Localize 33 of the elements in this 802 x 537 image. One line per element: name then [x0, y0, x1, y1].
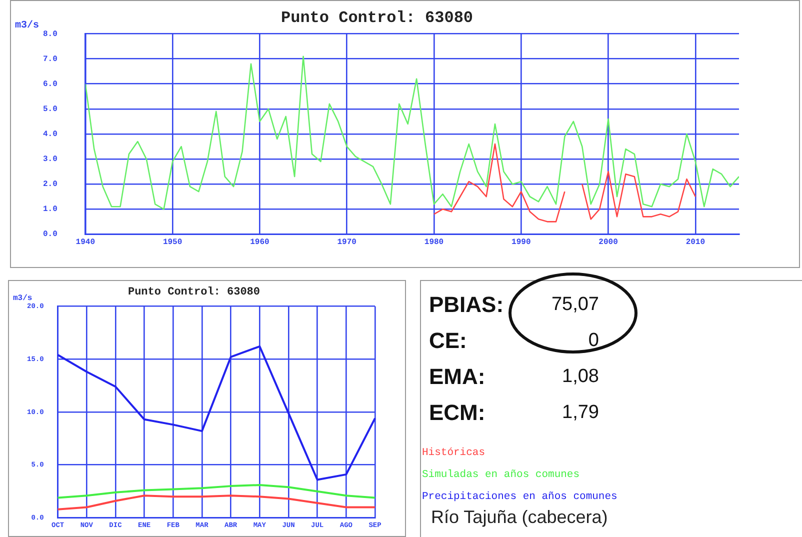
- text: ECM:: [429, 400, 486, 426]
- x-tick-label: 1940: [76, 238, 96, 248]
- text: Precipitaciones en años comunes: [422, 490, 618, 505]
- y-tick-label: 8.0: [42, 30, 58, 39]
- y-tick-label: 1.0: [42, 205, 58, 214]
- text: Históricas: [422, 446, 486, 461]
- y-tick-label: 3.0: [42, 155, 58, 164]
- x-tick-label: 1980: [424, 238, 444, 248]
- y-tick-label: 2.0: [42, 180, 58, 190]
- text: CE:: [429, 328, 468, 354]
- y-tick-label: 4.0: [42, 130, 58, 140]
- x-tick-label: 1970: [337, 238, 357, 248]
- text: EMA:: [429, 364, 486, 390]
- x-tick-label: 1950: [162, 238, 182, 248]
- y-tick-label: 6.0: [42, 80, 58, 89]
- text: Río Tajuña (cabecera): [431, 507, 608, 528]
- chart-title: Punto Control: 63080: [280, 9, 474, 28]
- y-axis-title: m3/s: [13, 294, 32, 304]
- x-tick-label: 2010: [686, 238, 706, 248]
- x-tick-label: 1990: [512, 238, 531, 248]
- x-tick-label: 1960: [250, 238, 270, 248]
- text: PBIAS:: [429, 292, 505, 318]
- text: Simuladas en años comunes: [422, 468, 581, 483]
- chart-title: Punto Control: 63080: [128, 286, 260, 298]
- text: 75,07: [550, 294, 599, 316]
- text: 1,08: [561, 366, 599, 388]
- text: 0: [587, 330, 599, 352]
- x-tick-label: 2000: [598, 238, 618, 248]
- text: 1,79: [561, 402, 599, 424]
- y-axis-title: m3/s: [15, 19, 40, 32]
- y-tick-label: 5.0: [42, 104, 58, 114]
- y-tick-label: 0.0: [42, 230, 58, 240]
- y-tick-label: 7.0: [42, 54, 58, 64]
